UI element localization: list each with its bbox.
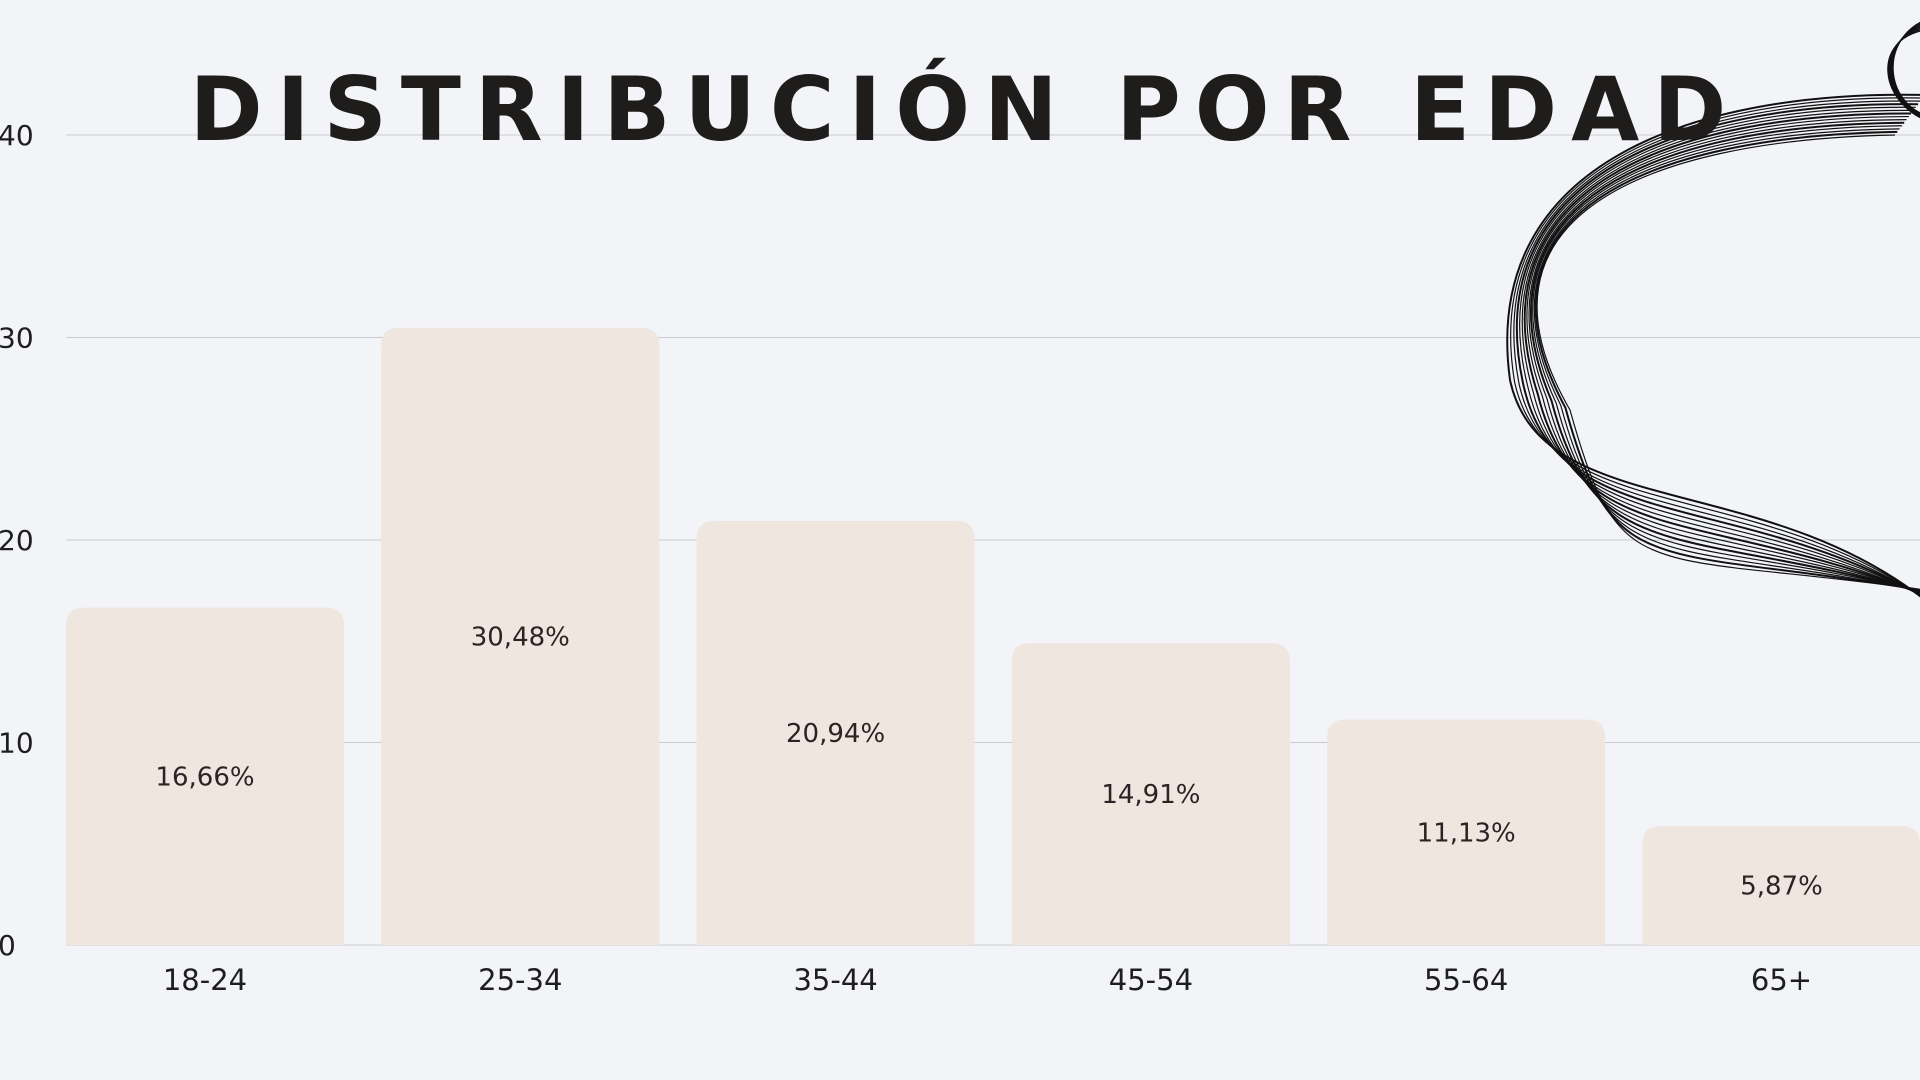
x-category-label: 18-24 bbox=[163, 963, 247, 997]
wave-line bbox=[1523, 112, 1920, 595]
x-category-label: 25-34 bbox=[478, 963, 562, 997]
wave-line bbox=[1887, 30, 1920, 119]
y-tick-label: 20 bbox=[0, 524, 34, 557]
bar-value-label: 11,13% bbox=[1417, 818, 1516, 848]
wave-line bbox=[1532, 125, 1920, 592]
wave-line bbox=[1510, 97, 1920, 597]
wave-lines-decoration bbox=[1506, 22, 1920, 598]
x-category-label: 35-44 bbox=[793, 963, 877, 997]
wave-line bbox=[1536, 134, 1920, 590]
wave-line bbox=[1519, 106, 1920, 596]
bar-65+ bbox=[1642, 826, 1920, 945]
wave-line bbox=[1533, 128, 1920, 592]
labels-layer: 0 10 20 30 40 16,66% 18-24 30,48% 25-34 20,94% 35-… bbox=[0, 119, 1823, 997]
y-tick-label: 10 bbox=[0, 727, 34, 760]
chart-title: DISTRIBUCIÓN POR EDAD bbox=[190, 58, 1741, 161]
wave-line bbox=[1513, 100, 1920, 597]
y-tick-label: 0 bbox=[0, 929, 16, 962]
bar-value-label: 5,87% bbox=[1740, 872, 1823, 902]
wave-line bbox=[1526, 115, 1920, 594]
wave-line bbox=[1516, 103, 1920, 597]
bar-25-34 bbox=[381, 327, 660, 945]
bar-45-54 bbox=[1011, 643, 1290, 945]
y-tick-label: 40 bbox=[0, 119, 34, 152]
x-category-label: 55-64 bbox=[1424, 963, 1508, 997]
wave-line bbox=[1528, 119, 1920, 593]
bar-35-44 bbox=[696, 520, 975, 945]
grid-layer bbox=[66, 134, 1920, 946]
x-category-label: 65+ bbox=[1751, 963, 1812, 997]
bar-55-64 bbox=[1327, 719, 1606, 945]
wave-line bbox=[1506, 93, 1920, 598]
bar-value-label: 20,94% bbox=[786, 719, 885, 749]
wave-line bbox=[1521, 109, 1920, 595]
wave-line bbox=[1534, 130, 1920, 591]
x-category-label: 45-54 bbox=[1109, 963, 1193, 997]
y-tick-label: 30 bbox=[0, 322, 34, 355]
wave-line bbox=[1530, 121, 1920, 593]
bar-value-label: 30,48% bbox=[471, 622, 570, 652]
bar-18-24 bbox=[66, 607, 344, 945]
bar-value-label: 16,66% bbox=[155, 762, 254, 792]
bars-layer bbox=[66, 327, 1920, 945]
bar-value-label: 14,91% bbox=[1101, 780, 1200, 810]
